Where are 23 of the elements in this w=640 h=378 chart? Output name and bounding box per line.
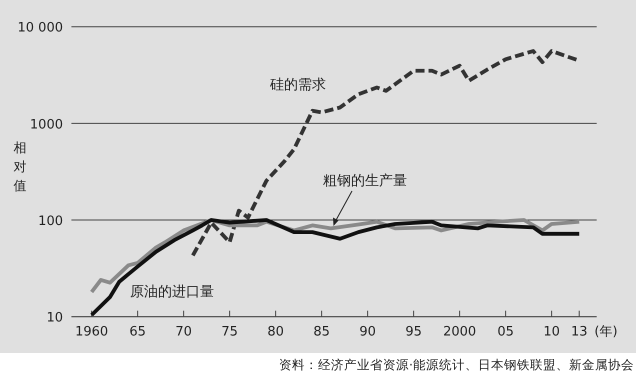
series-label: 原油的进口量 bbox=[130, 284, 214, 300]
y-tick-label: 10 bbox=[46, 310, 63, 326]
x-tick-label: 95 bbox=[405, 324, 422, 340]
series-label: 硅的需求 bbox=[269, 77, 326, 93]
line-series bbox=[90, 218, 582, 317]
x-tick-label: 85 bbox=[313, 324, 330, 340]
x-tick-label: 80 bbox=[267, 324, 284, 340]
x-tick-label: 90 bbox=[359, 324, 376, 340]
x-axis-title: (年) bbox=[594, 324, 618, 340]
y-tick-label: 1000 bbox=[30, 117, 63, 132]
x-tick-label: 75 bbox=[221, 324, 238, 340]
x-tick-label: 05 bbox=[497, 324, 514, 340]
x-tick-label: 70 bbox=[175, 324, 192, 340]
y-tick-label: 10 000 bbox=[18, 20, 63, 36]
x-tick-label: 13 bbox=[570, 324, 588, 340]
y-axis-title: 相对值 bbox=[14, 141, 26, 194]
text: 资料：经济产业省资源·能源统计、日本钢铁联盟、新金属协会 bbox=[279, 357, 634, 372]
x-tick-label: 65 bbox=[129, 324, 146, 340]
y-tick-label: 100 bbox=[38, 214, 63, 230]
x-tick-label: 1960 bbox=[75, 324, 108, 340]
x-tick-label: 10 bbox=[543, 324, 560, 340]
x-tick-label: 2000 bbox=[443, 324, 476, 340]
text: 粗钢的生产量 bbox=[323, 173, 407, 189]
